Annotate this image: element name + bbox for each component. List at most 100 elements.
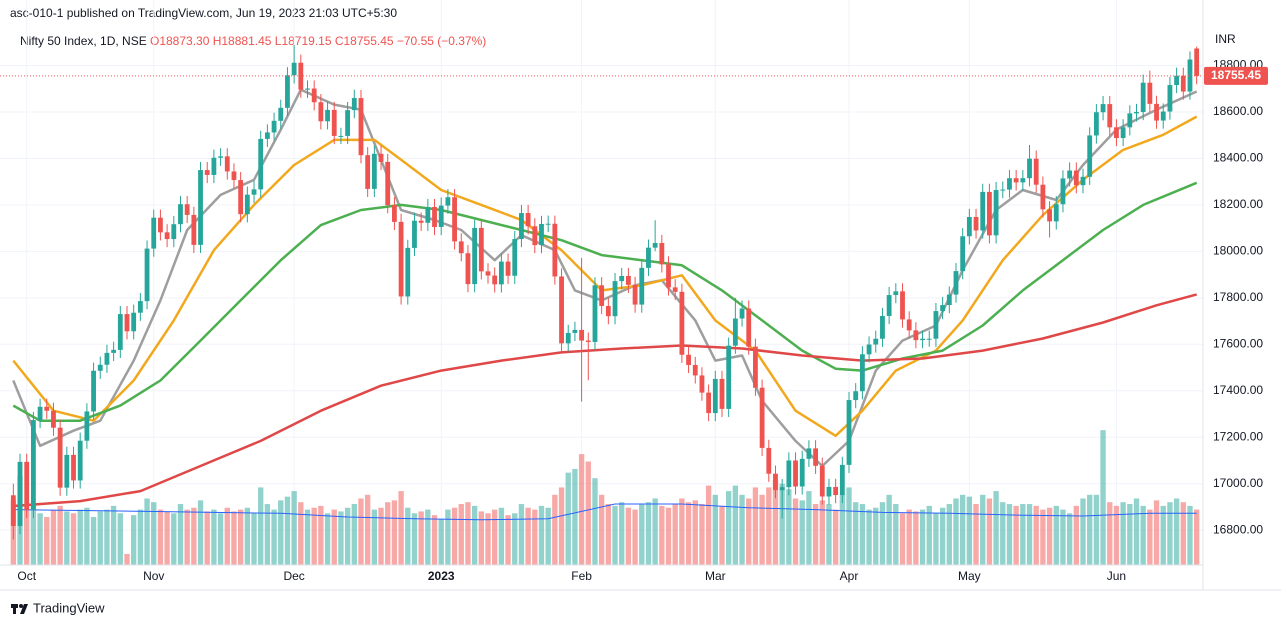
candle-body [271,120,277,133]
volume-bar [826,504,832,565]
volume-bar [304,509,311,565]
volume-bar [124,553,130,565]
volume-bar [217,513,224,565]
candle-body [866,344,872,355]
volume-bar [244,507,251,565]
candle-body [686,354,691,365]
candle-body [1100,104,1106,113]
candle-body [285,75,290,108]
volume-bar [812,504,819,565]
volume-bar [191,507,197,565]
y-tick-label: 18000.00 [1213,244,1263,258]
volume-bar [137,509,144,565]
volume-bar [1073,505,1079,565]
candle-body [191,214,197,245]
volume-bar [1147,509,1153,565]
candle-body [1020,178,1026,183]
volume-bar [766,487,772,565]
volume-bar [1173,498,1180,565]
volume-bar [338,511,344,565]
volume-bar [171,513,177,565]
volume-bar [418,511,424,565]
candle-body [759,387,765,448]
candle-body [224,156,230,172]
candle-body [1114,127,1119,139]
candle-body [652,243,658,248]
candle-body [572,329,578,333]
volume-bar [151,502,157,565]
volume-bar [1127,504,1133,565]
ohlc-legend: O18873.30 H18881.45 L18719.15 C18755.45 … [150,34,486,48]
candle-body [920,338,925,341]
volume-bar [1187,505,1193,565]
volume-bar [1180,502,1186,565]
candle-body [786,460,792,488]
volume-bar [485,513,491,565]
volume-bar [518,504,525,565]
volume-bar [786,489,792,565]
candle-body [251,189,257,195]
candle-body [351,98,357,111]
volume-bar [144,498,150,565]
volume-bar [324,513,331,565]
volume-bar [926,505,932,565]
candle-body [144,248,150,302]
volume-bar [84,507,90,565]
volume-bar [104,509,110,565]
candle-body [458,241,464,254]
watermark: TradingView [33,600,105,615]
candle-body [960,236,966,272]
volume-bar [90,516,97,565]
candle-body [398,221,404,297]
candle-body [819,465,825,497]
candle-body [445,197,451,206]
volume-bar [97,511,103,565]
y-tick-label: 18600.00 [1213,104,1263,118]
candle-body [799,458,805,487]
candle-body [371,153,377,189]
candle-body [358,98,364,156]
candle-body [672,287,678,292]
volume-bar [284,496,291,565]
candle-body [880,315,885,339]
candle-body [826,486,832,497]
candle-body [1087,135,1093,177]
candle-body [940,305,946,312]
volume-bar [853,502,859,565]
volume-bar [699,504,705,565]
volume-bar [465,502,471,565]
candle-body [659,243,665,265]
candle-body [97,364,103,371]
volume-bar [298,502,304,565]
y-tick-label: 17000.00 [1213,476,1263,490]
volume-bar [1046,507,1053,565]
candle-body [231,171,237,181]
volume-bar [1167,502,1173,565]
candle-body [64,454,70,488]
candle-body [1007,178,1012,190]
volume-bar [726,491,732,565]
volume-bar [739,494,745,565]
candle-body [218,156,223,158]
volume-bar [1020,504,1026,565]
candle-body [1147,82,1153,104]
volume-bar [1100,430,1106,565]
candle-body [452,197,457,242]
candle-body [813,448,818,466]
moving-average-line [13,293,1198,508]
volume-bar [498,507,505,565]
volume-bar [545,507,551,565]
candle-body [338,135,344,137]
volume-bar [157,509,164,565]
volume-bar [177,504,184,565]
candle-body [913,330,919,341]
volume-bar [1060,509,1066,565]
volume-bar [1040,509,1046,565]
volume-bar [759,494,765,565]
volume-bar [1066,513,1073,565]
volume-bar [846,487,852,565]
volume-bar [592,478,598,565]
volume-bar [364,494,371,565]
candle-body [158,217,163,233]
